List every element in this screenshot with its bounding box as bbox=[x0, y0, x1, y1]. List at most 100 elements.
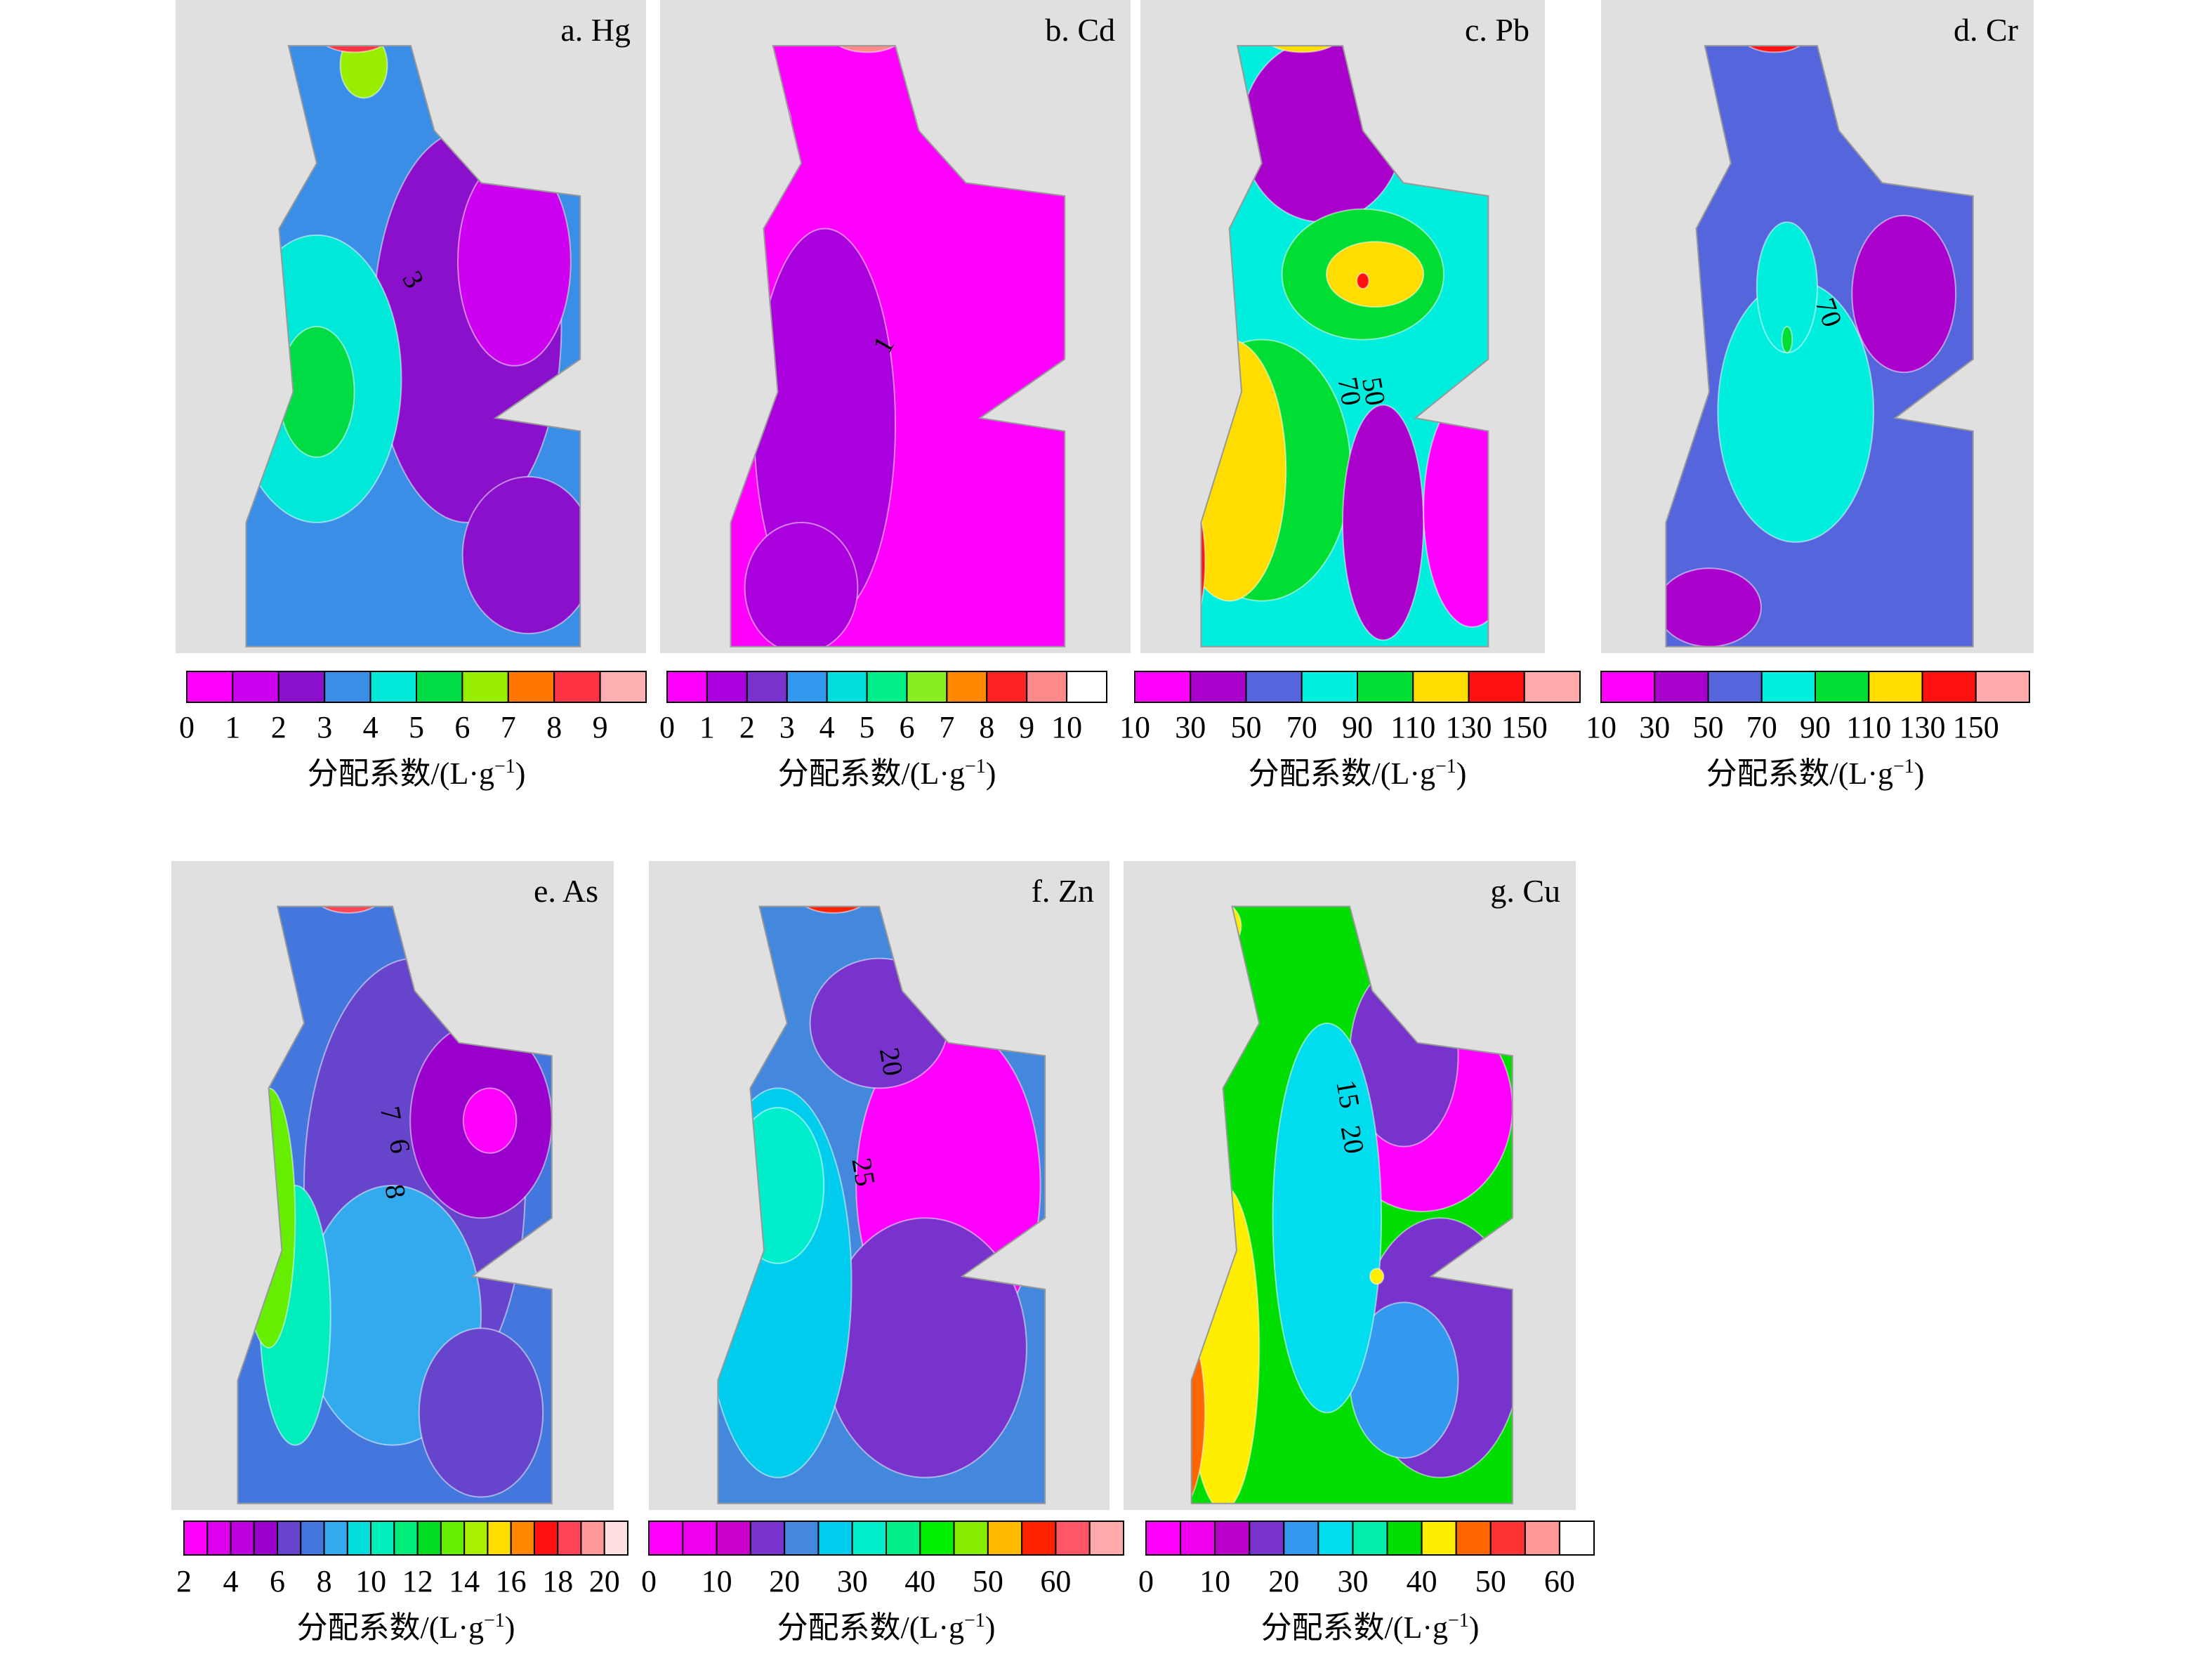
colorbar-tick-label: 70 bbox=[1286, 710, 1317, 744]
colorbar-swatch bbox=[1707, 671, 1763, 703]
contour-band bbox=[829, 46, 906, 53]
contour-band bbox=[795, 906, 871, 914]
colorbar-label: 分配系数/(L·g−1) bbox=[1706, 756, 1925, 791]
colorbar-swatch bbox=[346, 1521, 372, 1556]
colorbar-tick-label: 20 bbox=[769, 1564, 800, 1598]
colorbar-tick-label: 10 bbox=[702, 1564, 732, 1598]
colorbar-tick-label: 6 bbox=[899, 710, 914, 744]
panel-title: f. Zn bbox=[1032, 873, 1094, 909]
colorbar-tick-label: 50 bbox=[1231, 710, 1262, 744]
label-exponent: −1 bbox=[484, 1610, 505, 1631]
colorbar-tick-label: 6 bbox=[270, 1564, 285, 1598]
colorbar-tick-label: 70 bbox=[1746, 710, 1777, 744]
label-exponent: −1 bbox=[1435, 756, 1456, 777]
colorbar-swatch bbox=[666, 671, 708, 703]
colorbar-tick-label: 3 bbox=[779, 710, 795, 744]
colorbar-swatch bbox=[1455, 1521, 1492, 1556]
colorbar-swatch bbox=[648, 1521, 684, 1556]
contour-band bbox=[1851, 214, 1957, 374]
colorbar-swatch bbox=[369, 671, 417, 703]
colorbar-swatch bbox=[230, 1521, 255, 1556]
contour-band bbox=[1781, 326, 1793, 354]
colorbar-swatch bbox=[461, 671, 509, 703]
label-exponent: −1 bbox=[964, 1610, 985, 1631]
colorbar-tick-label: 20 bbox=[1268, 1564, 1299, 1598]
label-end: ) bbox=[1469, 1610, 1480, 1645]
colorbar-swatch bbox=[507, 671, 555, 703]
label-text: 分配系数/(L·g bbox=[1706, 756, 1893, 791]
colorbar-swatch bbox=[393, 1521, 419, 1556]
colorbar-swatch bbox=[1352, 1521, 1388, 1556]
colorbar-swatch bbox=[206, 1521, 232, 1556]
colorbar-tick-label: 12 bbox=[402, 1564, 433, 1598]
colorbar-tick-label: 2 bbox=[176, 1564, 192, 1598]
colorbar-swatch bbox=[1558, 1521, 1595, 1556]
colorbar-swatch bbox=[1214, 1521, 1251, 1556]
label-text: 分配系数/(L·g bbox=[777, 1610, 964, 1645]
colorbar-tick-label: 4 bbox=[819, 710, 835, 744]
colorbar-swatch bbox=[1523, 671, 1581, 703]
colorbar-swatch bbox=[953, 1521, 989, 1556]
colorbar-swatch bbox=[1868, 671, 1923, 703]
colorbar-swatch bbox=[1357, 671, 1414, 703]
colorbar-swatch bbox=[1055, 1521, 1091, 1556]
colorbar-swatch bbox=[1021, 1521, 1057, 1556]
colorbar-swatch bbox=[1815, 671, 1870, 703]
colorbar-swatch bbox=[1600, 671, 1656, 703]
colorbar-tick-label: 2 bbox=[739, 710, 755, 744]
panel-title: a. Hg bbox=[560, 12, 631, 48]
label-end: ) bbox=[985, 1610, 996, 1645]
label-exponent: −1 bbox=[965, 756, 986, 777]
colorbar-swatch bbox=[487, 1521, 512, 1556]
colorbar-tick-label: 50 bbox=[1475, 1564, 1506, 1598]
colorbar-swatch bbox=[1245, 671, 1303, 703]
colorbar-swatch bbox=[987, 1521, 1023, 1556]
colorbar-tick-label: 10 bbox=[1051, 710, 1082, 744]
colorbar-swatch bbox=[1249, 1521, 1285, 1556]
colorbar-swatch bbox=[1468, 671, 1525, 703]
colorbar-tick-label: 0 bbox=[641, 1564, 657, 1598]
colorbar-tick-label: 130 bbox=[1900, 710, 1946, 744]
label-end: ) bbox=[515, 756, 526, 791]
colorbar-tick-label: 18 bbox=[542, 1564, 573, 1598]
contour-band bbox=[418, 1327, 544, 1498]
contour-band bbox=[1260, 46, 1344, 53]
colorbar-swatch bbox=[682, 1521, 718, 1556]
colorbar-swatch bbox=[986, 671, 1028, 703]
label-end: ) bbox=[986, 756, 996, 791]
colorbar-swatch bbox=[1026, 671, 1068, 703]
colorbar-tick-label: 9 bbox=[593, 710, 608, 744]
colorbar-swatch bbox=[324, 671, 371, 703]
colorbar-swatch bbox=[1489, 1521, 1526, 1556]
colorbar-tick-label: 4 bbox=[363, 710, 378, 744]
colorbar-tick-label: 40 bbox=[904, 1564, 935, 1598]
colorbar-tick-label: 90 bbox=[1342, 710, 1373, 744]
map-panel: g. Cu 15 20 0 10 20 30 40 50 60 分配系数/(L·g−1) bbox=[1124, 861, 1595, 1645]
colorbar-swatch bbox=[416, 671, 463, 703]
contour-band bbox=[1356, 272, 1370, 290]
colorbar-label: 分配系数/(L·g−1) bbox=[1261, 1610, 1480, 1645]
colorbar-tick-label: 50 bbox=[1693, 710, 1724, 744]
colorbar-swatch bbox=[186, 671, 234, 703]
colorbar-swatch bbox=[1654, 671, 1709, 703]
label-text: 分配系数/(L·g bbox=[297, 1610, 484, 1645]
colorbar-tick-label: 150 bbox=[1501, 710, 1548, 744]
colorbar-tick-label: 9 bbox=[1019, 710, 1034, 744]
colorbar-tick-label: 150 bbox=[1953, 710, 1999, 744]
contour-band bbox=[1666, 567, 1762, 647]
contour-band bbox=[312, 906, 385, 914]
colorbar-swatch bbox=[716, 1521, 751, 1556]
colorbar-swatch bbox=[557, 1521, 582, 1556]
colorbar-tick-label: 5 bbox=[860, 710, 875, 744]
colorbar-tick-label: 0 bbox=[1138, 1564, 1154, 1598]
colorbar-swatch bbox=[323, 1521, 348, 1556]
colorbar-tick-label: 8 bbox=[546, 710, 562, 744]
colorbar-swatch bbox=[300, 1521, 325, 1556]
coastline bbox=[1190, 905, 1513, 1504]
colorbar-swatch bbox=[232, 671, 279, 703]
colorbar-tick-label: 6 bbox=[454, 710, 470, 744]
colorbar-tick-label: 110 bbox=[1846, 710, 1891, 744]
